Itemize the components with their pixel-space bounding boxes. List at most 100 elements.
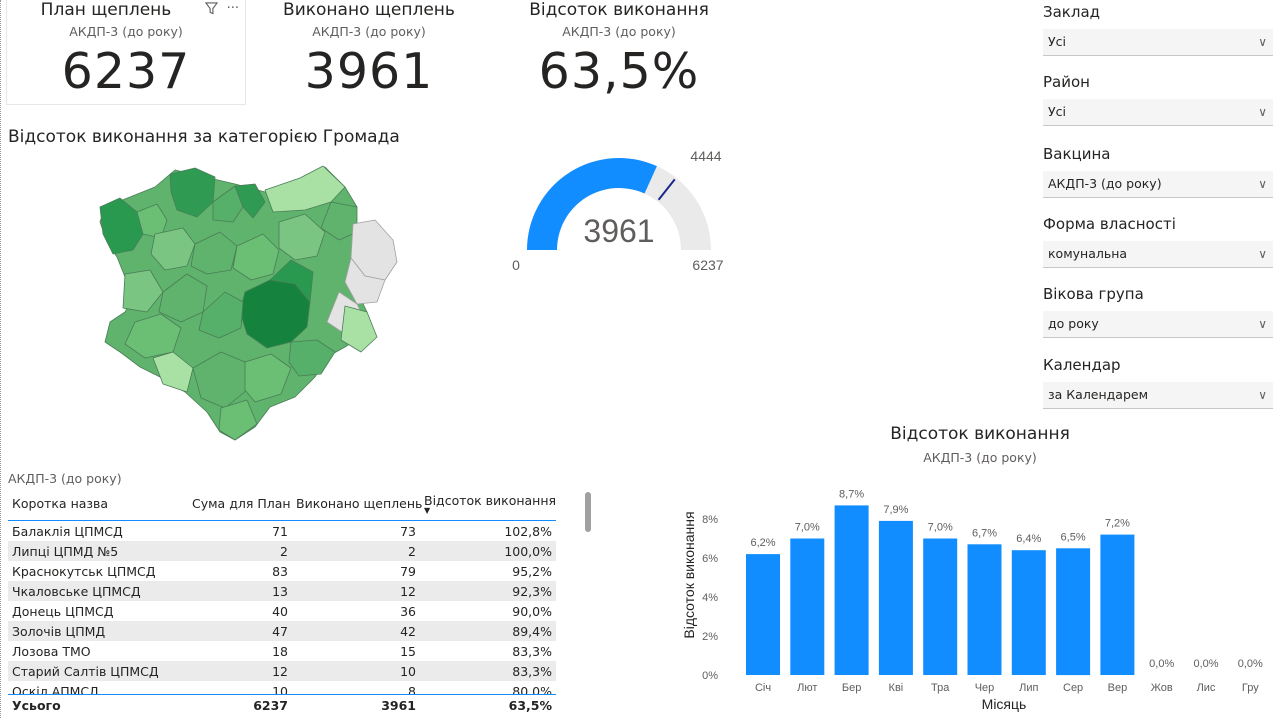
column-header[interactable]: Виконано щеплень <box>296 495 423 511</box>
x-tick-label: Бер <box>842 682 861 694</box>
slicer-label: Заклад <box>1043 3 1101 21</box>
cell-name: Старий Салтів ЦПМСД <box>8 661 188 681</box>
total-label: Усього <box>12 697 61 713</box>
total-percent: 63,5% <box>508 697 552 713</box>
table-row[interactable]: Лозова ТМО 18 15 83,3% <box>8 641 556 661</box>
table-row[interactable]: Старий Салтів ЦПМСД 12 10 83,3% <box>8 661 556 681</box>
slicer-dropdown[interactable]: Усі ∨ <box>1043 29 1273 56</box>
slicer-label: Вакцина <box>1043 145 1111 163</box>
bar[interactable] <box>834 505 869 675</box>
bar-chart-subtitle: АКДП-3 (до року) <box>923 450 1037 465</box>
column-header[interactable]: Сума для План <box>192 495 291 511</box>
map-region <box>212 185 244 223</box>
x-tick-label: Сер <box>1063 682 1083 694</box>
x-tick-label: Січ <box>755 682 771 694</box>
gauge-max-label: 6237 <box>692 257 723 273</box>
kpi-card-plan[interactable]: План щеплень АКДП-3 (до року) 6237 ··· <box>6 0 246 105</box>
slicer-dropdown[interactable]: до року ∨ <box>1043 311 1273 338</box>
cell-done: 73 <box>292 520 420 541</box>
y-tick-label: 0% <box>702 670 718 682</box>
kpi-card-done[interactable]: Виконано щеплень АКДП-3 (до року) 3961 <box>250 0 488 104</box>
column-header-sorted[interactable]: Відсоток виконання ▼ <box>420 486 556 521</box>
table-row[interactable]: Липці ЦПМД №5 2 2 100,0% <box>8 541 556 561</box>
filter-icon[interactable] <box>205 2 222 19</box>
table-row[interactable]: Краснокутськ ЦПМСД 83 79 95,2% <box>8 561 556 581</box>
bar[interactable] <box>1100 534 1135 675</box>
bar-data-label: 6,7% <box>972 527 997 539</box>
cell-percent: 90,0% <box>420 601 556 621</box>
slicer-value: комунальна <box>1048 246 1128 261</box>
data-table[interactable]: Коротка назва Сума для План Виконано щеп… <box>8 486 556 694</box>
slicer-dropdown[interactable]: АКДП-3 (до року) ∨ <box>1043 171 1273 198</box>
kpi-title: Відсоток виконання <box>529 0 709 20</box>
map-region <box>344 257 386 305</box>
cell-done: 42 <box>292 621 420 641</box>
bar[interactable] <box>1056 548 1091 676</box>
gauge-chart[interactable]: 3961 0 6237 4444 <box>500 135 740 280</box>
slicer-label: Вікова група <box>1043 285 1144 303</box>
slicer-forma-vlasnosti: Форма власності комунальна ∨ <box>1043 215 1273 268</box>
total-plan: 6237 <box>253 697 288 713</box>
bar-data-label: 6,4% <box>1016 533 1041 545</box>
chevron-down-icon: ∨ <box>1258 177 1267 191</box>
slicer-dropdown[interactable]: Усі ∨ <box>1043 99 1273 126</box>
map-region <box>190 231 238 275</box>
bar-data-label: 7,2% <box>1105 518 1130 530</box>
x-axis-title: Місяць <box>982 696 1027 712</box>
slicer-dropdown[interactable]: комунальна ∨ <box>1043 241 1273 268</box>
kpi-title: План щеплень <box>40 0 172 20</box>
slicer-vaktsyna: Вакцина АКДП-3 (до року) ∨ <box>1043 145 1273 198</box>
table-row[interactable]: Чкаловське ЦПМСД 13 12 92,3% <box>8 581 556 601</box>
total-done: 3961 <box>381 697 416 713</box>
cell-plan: 71 <box>188 520 292 541</box>
bar[interactable] <box>923 538 958 676</box>
map-region <box>244 353 292 403</box>
x-tick-label: Вер <box>1108 682 1128 694</box>
slicer-label: Район <box>1043 73 1090 91</box>
bar[interactable] <box>878 520 913 675</box>
bar-data-label: 0,0% <box>1238 658 1263 670</box>
table-row[interactable]: Оскіл АПМСД 10 8 80,0% <box>8 681 556 694</box>
bar[interactable] <box>746 554 780 675</box>
cell-done: 36 <box>292 601 420 621</box>
chevron-down-icon: ∨ <box>1258 388 1267 402</box>
x-tick-label: Жов <box>1151 682 1173 694</box>
table-scrollbar[interactable] <box>585 492 591 532</box>
kpi-subtitle: АКДП-3 (до року) <box>562 24 676 39</box>
more-options-icon[interactable]: ··· <box>226 1 239 16</box>
bar[interactable] <box>967 544 1002 675</box>
slicer-value: АКДП-3 (до року) <box>1048 176 1162 191</box>
cell-plan: 83 <box>188 561 292 581</box>
y-tick-label: 2% <box>702 631 718 643</box>
x-tick-label: Гру <box>1242 682 1259 694</box>
table-row[interactable]: Балаклія ЦПМСД 71 73 102,8% <box>8 520 556 541</box>
map-region <box>152 351 194 393</box>
map-region <box>122 269 164 313</box>
bar-data-label: 0,0% <box>1193 658 1218 670</box>
y-tick-label: 8% <box>702 514 718 526</box>
choropleth-map[interactable] <box>95 162 400 447</box>
cell-done: 79 <box>292 561 420 581</box>
column-header[interactable]: Коротка назва <box>12 495 109 511</box>
bar-chart[interactable]: Відсоток виконання Місяць 0% 2% 4% 6% 8% 6,2… <box>676 470 1276 715</box>
chevron-down-icon: ∨ <box>1258 35 1267 49</box>
map-region <box>269 259 314 303</box>
kpi-value: 63,5% <box>538 43 700 100</box>
cell-name: Липці ЦПМД №5 <box>8 541 188 561</box>
cell-name: Золочів ЦПМД <box>8 621 188 641</box>
table-row[interactable]: Золочів ЦПМД 47 42 89,4% <box>8 621 556 641</box>
slicer-dropdown[interactable]: за Календарем ∨ <box>1043 382 1273 409</box>
cell-plan: 2 <box>188 541 292 561</box>
map-region <box>340 305 378 353</box>
slicer-value: до року <box>1048 316 1099 331</box>
table-row[interactable]: Донець ЦПМСД 40 36 90,0% <box>8 601 556 621</box>
cell-name: Чкаловське ЦПМСД <box>8 581 188 601</box>
bar-data-label: 7,0% <box>795 522 820 534</box>
kpi-card-percent[interactable]: Відсоток виконання АКДП-3 (до року) 63,5… <box>499 0 739 104</box>
bar-data-label: 7,9% <box>883 504 908 516</box>
bar[interactable] <box>1011 550 1046 675</box>
bar[interactable] <box>790 538 825 676</box>
gauge-target-label: 4444 <box>690 148 721 164</box>
bar-data-label: 0,0% <box>1149 658 1174 670</box>
x-tick-label: Кві <box>889 682 904 694</box>
